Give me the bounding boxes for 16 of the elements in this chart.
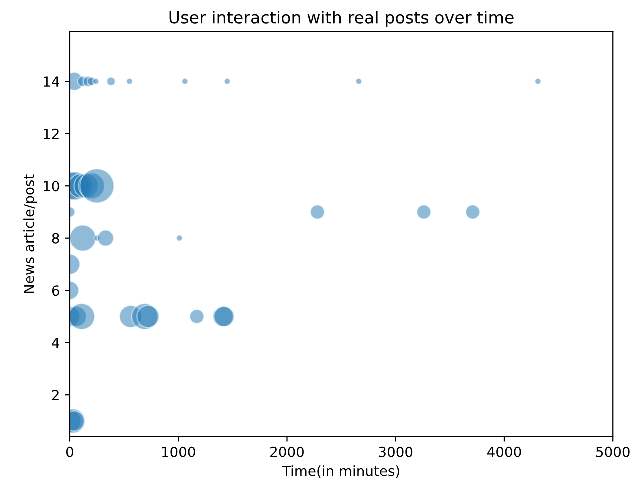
x-tick-label: 2000 xyxy=(270,446,304,458)
x-tick-label: 5000 xyxy=(596,446,630,458)
x-tick-label: 4000 xyxy=(487,446,522,458)
x-axis-title: Time(in minutes) xyxy=(282,466,400,478)
y-tick-label: 2 xyxy=(52,390,59,400)
y-axis-title: News article/post xyxy=(24,174,38,294)
x-tick-label: 0 xyxy=(66,446,74,458)
chart-title: User interaction with real posts over time xyxy=(170,10,514,28)
x-tick-label: 3000 xyxy=(379,446,413,458)
y-tick-label: 4 xyxy=(52,338,60,348)
y-tick-label: 14 xyxy=(44,76,60,87)
y-tick-label: 12 xyxy=(44,128,59,140)
y-tick-label: 6 xyxy=(52,286,60,296)
y-tick-label: 8 xyxy=(52,233,60,244)
x-tick-label: 1000 xyxy=(162,446,196,458)
y-tick-label: 10 xyxy=(44,181,60,192)
